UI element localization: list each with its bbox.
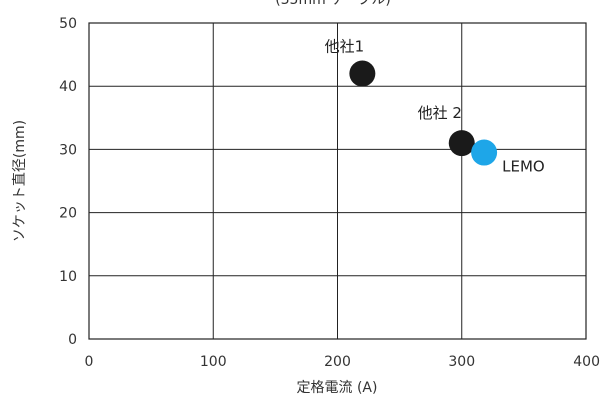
point-label: LEMO: [502, 158, 545, 176]
y-tick-labels: 0 10 20 30 40 50: [59, 16, 77, 348]
y-tick-label: 20: [59, 206, 77, 222]
y-tick-label: 40: [59, 79, 77, 95]
data-points: 他社1 他社 2 LEMO: [325, 38, 545, 176]
y-axis-label: ソケット直径(mm): [11, 120, 28, 242]
grid-lines: [89, 23, 586, 339]
x-tick-label: 200: [324, 354, 351, 370]
y-tick-label: 50: [59, 16, 77, 32]
data-point: [349, 60, 376, 87]
point-label: 他社1: [325, 38, 365, 56]
x-axis-label: 定格電流 (A): [297, 380, 378, 396]
y-tick-label: 30: [59, 142, 77, 158]
x-tick-label: 300: [448, 354, 475, 370]
point-label: 他社 2: [418, 104, 462, 122]
chart-subtitle: (35mm ケーブル): [275, 0, 391, 8]
y-tick-label: 0: [68, 332, 77, 348]
x-tick-label: 100: [200, 354, 227, 370]
y-tick-label: 10: [59, 269, 77, 285]
x-tick-label: 400: [573, 354, 600, 370]
x-tick-label: 0: [85, 354, 94, 370]
data-point: [471, 139, 498, 166]
x-tick-labels: 0 100 200 300 400: [85, 354, 600, 370]
plot-frame: [88, 22, 587, 340]
data-point: [448, 130, 475, 157]
